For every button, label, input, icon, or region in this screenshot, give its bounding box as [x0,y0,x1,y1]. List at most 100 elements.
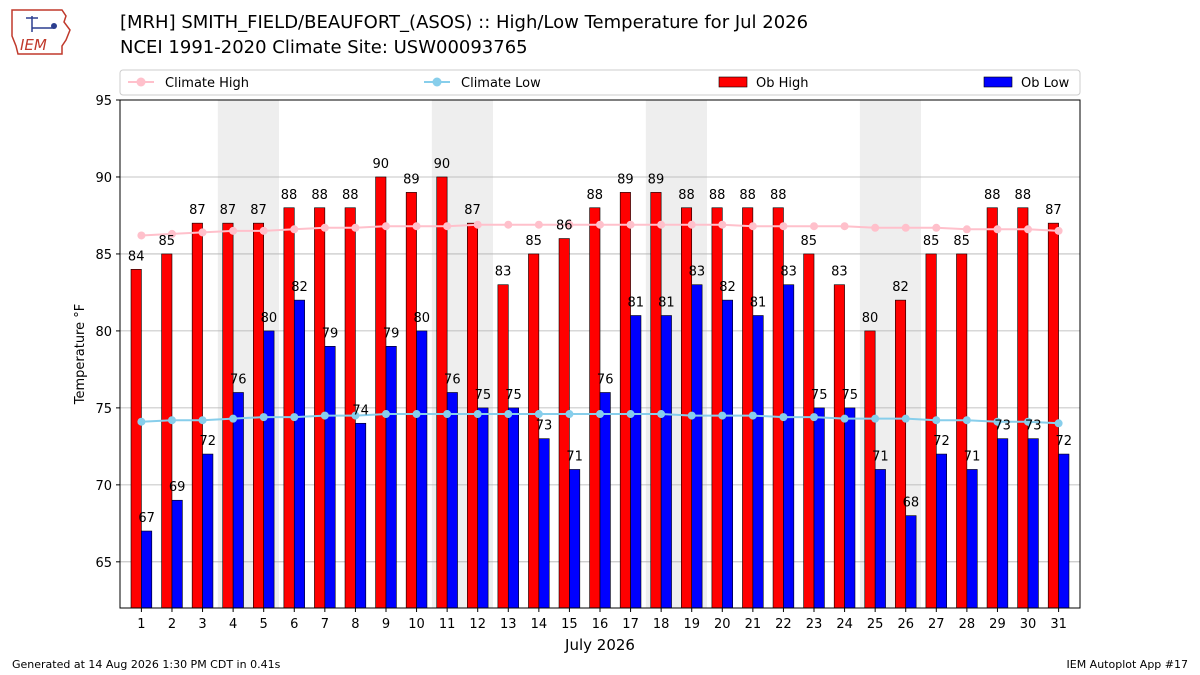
bar-ob-high-30 [1017,207,1029,609]
label-ob-high-26: 82 [892,280,909,295]
bar-ob-high-15 [558,238,570,609]
label-ob-high-1: 84 [128,249,145,264]
x-tick-label-18: 18 [653,617,670,632]
bar-ob-high-2 [161,253,173,609]
label-ob-low-3: 72 [199,434,216,449]
legend-label-ob-low: Ob Low [1021,76,1070,91]
label-ob-high-11: 90 [434,157,451,172]
app-label: IEM Autoplot App #17 [1066,658,1189,671]
bar-ob-low-19 [691,284,703,609]
bar-ob-low-12 [477,407,489,609]
x-tick-label-1: 1 [137,617,145,632]
label-ob-low-20: 82 [719,280,736,295]
label-ob-low-10: 80 [413,311,430,326]
x-tick-label-11: 11 [439,617,456,632]
y-tick-label-90: 90 [95,171,112,186]
point-climate-low-27 [932,416,941,425]
x-tick-label-15: 15 [561,617,578,632]
label-ob-low-7: 79 [322,326,339,341]
point-climate-low-12 [473,410,482,419]
x-tick-label-9: 9 [382,617,390,632]
bar-ob-low-4 [232,392,244,609]
label-ob-low-9: 79 [383,326,400,341]
label-ob-high-10: 89 [403,172,420,187]
y-tick-label-80: 80 [95,325,112,340]
label-ob-high-9: 90 [373,157,390,172]
x-tick-label-16: 16 [592,617,609,632]
point-climate-high-21 [748,222,757,231]
bar-ob-high-16 [589,207,601,609]
point-climate-high-2 [167,229,176,238]
x-tick-label-13: 13 [500,617,517,632]
bar-ob-low-14 [538,438,550,609]
label-ob-high-30: 88 [1015,188,1032,203]
label-ob-low-27: 72 [933,434,950,449]
label-ob-high-29: 88 [984,188,1001,203]
x-tick-label-10: 10 [408,617,425,632]
label-ob-high-4: 87 [220,203,237,218]
label-ob-low-31: 72 [1056,434,1073,449]
x-tick-label-4: 4 [229,617,237,632]
label-ob-high-31: 87 [1045,203,1062,218]
label-ob-high-19: 88 [678,188,695,203]
point-climate-high-28 [962,225,971,234]
x-tick-label-2: 2 [168,617,176,632]
point-climate-low-28 [962,416,971,425]
y-tick-label-70: 70 [95,479,112,494]
bar-ob-low-17 [630,315,642,609]
point-climate-low-15 [565,410,574,419]
x-tick-label-17: 17 [622,617,639,632]
point-climate-low-30 [1024,417,1033,426]
bar-ob-low-2 [171,499,183,609]
bar-ob-high-13 [497,284,509,609]
point-climate-high-11 [443,222,452,231]
point-climate-low-10 [412,410,421,419]
point-climate-low-22 [779,413,788,422]
bar-ob-high-9 [375,176,387,609]
bar-ob-low-8 [355,422,367,609]
point-climate-high-25 [871,223,880,232]
label-ob-low-30: 73 [1025,419,1042,434]
point-climate-high-31 [1054,226,1063,235]
legend-label-ob-high: Ob High [756,76,809,91]
bar-ob-high-7 [314,207,326,609]
label-ob-high-8: 88 [342,188,359,203]
point-climate-high-12 [473,220,482,229]
x-tick-label-5: 5 [260,617,268,632]
point-climate-low-29 [993,417,1002,426]
label-ob-high-25: 80 [862,311,879,326]
x-tick-label-29: 29 [989,617,1006,632]
label-ob-low-8: 74 [352,403,369,418]
point-climate-low-1 [137,417,146,426]
bar-ob-high-3 [191,222,203,609]
legend: Climate High Climate Low Ob High Ob Low [119,69,1081,96]
bar-ob-low-15 [569,469,581,609]
x-tick-label-14: 14 [531,617,548,632]
x-tick-label-31: 31 [1050,617,1067,632]
label-ob-high-18: 89 [648,172,665,187]
x-tick-label-25: 25 [867,617,884,632]
x-axis-label: July 2026 [564,636,635,654]
bar-ob-high-11 [436,176,448,609]
label-ob-high-22: 88 [770,188,787,203]
point-climate-high-14 [534,220,543,229]
label-ob-low-26: 68 [903,496,920,511]
point-climate-high-17 [626,220,635,229]
bar-ob-low-6 [293,299,305,609]
label-ob-high-24: 83 [831,265,848,280]
label-ob-low-13: 75 [505,388,522,403]
legend-marker-climate-low [432,77,442,87]
point-climate-low-19 [687,411,696,420]
point-climate-high-30 [1024,225,1033,234]
point-climate-low-24 [840,414,849,423]
weather-station-icon [26,16,57,32]
point-climate-high-27 [932,223,941,232]
label-ob-low-29: 73 [994,419,1011,434]
label-ob-high-15: 86 [556,219,573,234]
x-tick-label-8: 8 [351,617,359,632]
x-tick-label-23: 23 [806,617,823,632]
point-climate-low-31 [1054,419,1063,428]
point-climate-low-20 [718,411,727,420]
generated-timestamp: Generated at 14 Aug 2026 1:30 PM CDT in … [12,658,281,671]
point-climate-high-16 [596,220,604,229]
